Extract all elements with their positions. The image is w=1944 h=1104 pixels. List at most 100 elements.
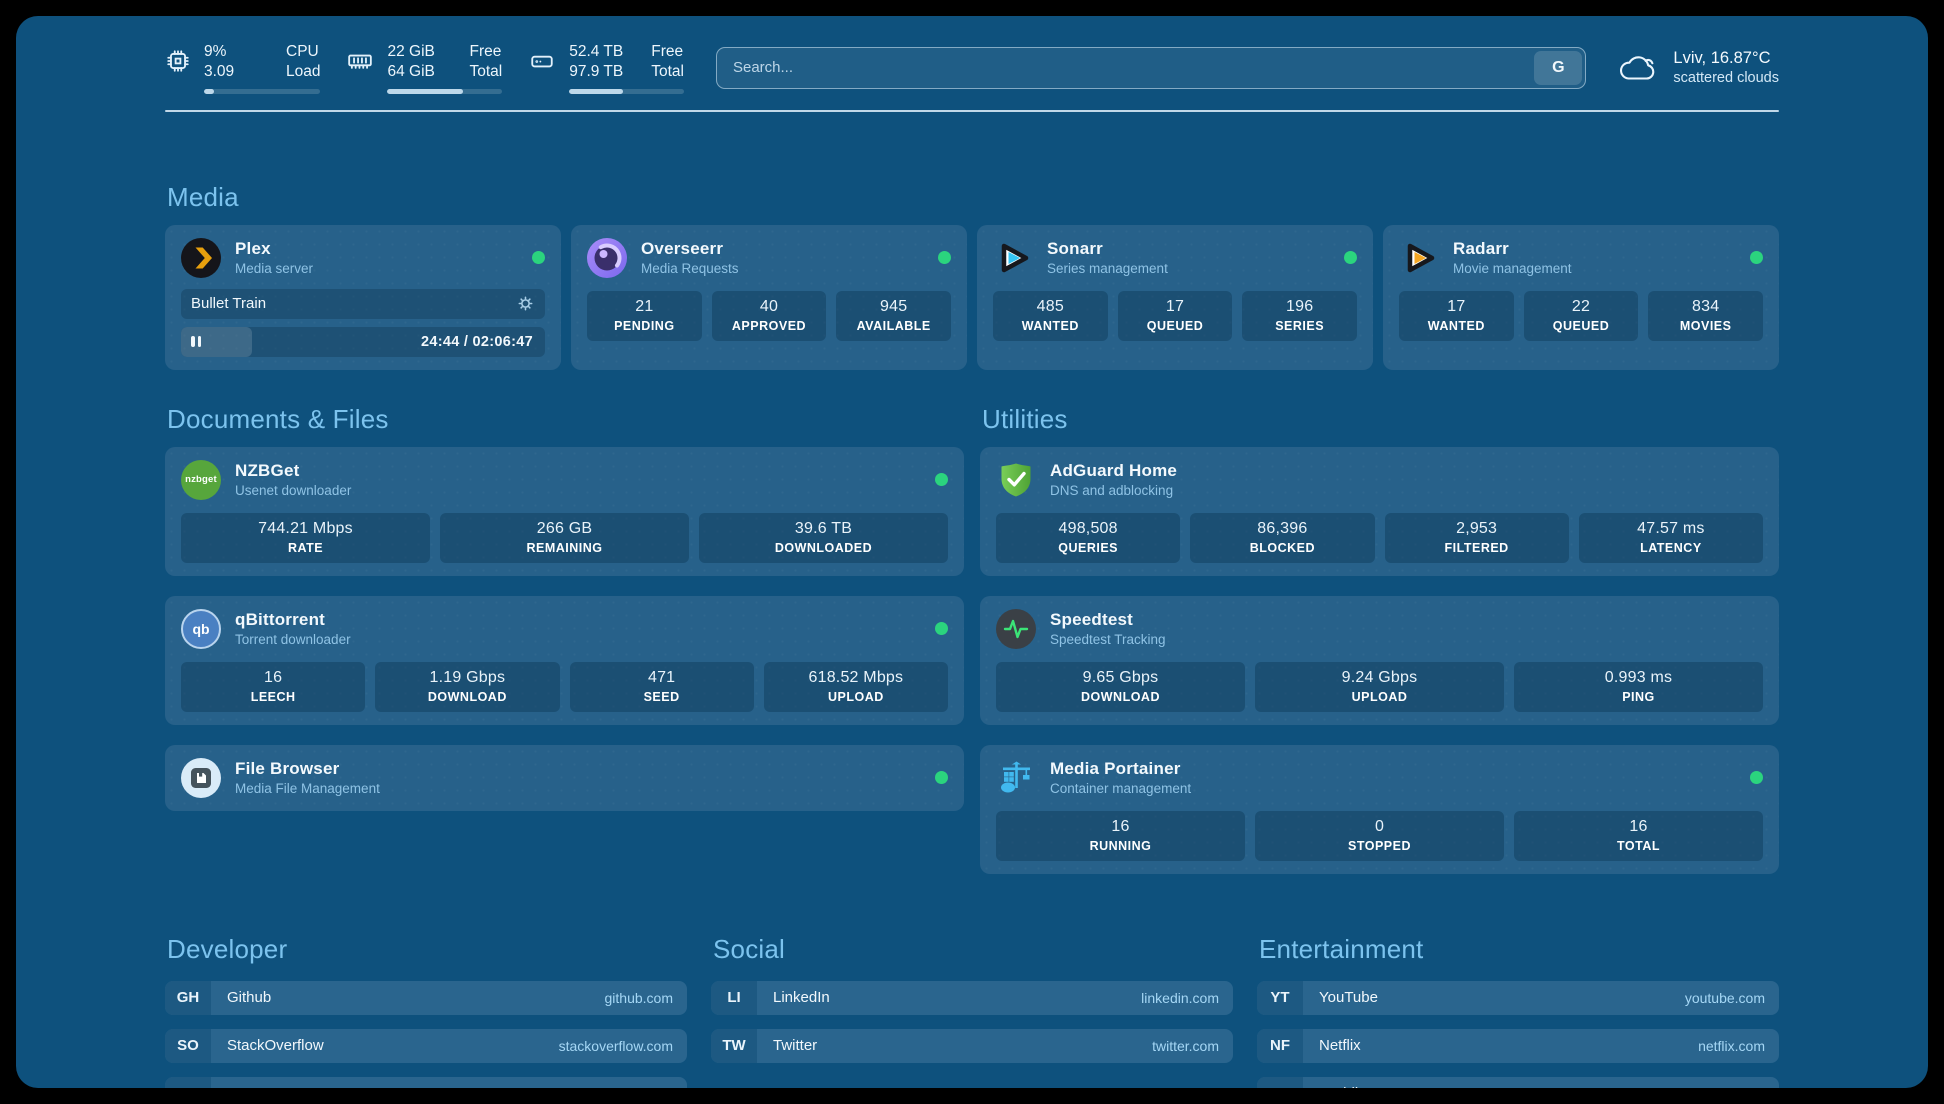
stat-label: RATE — [287, 541, 324, 556]
link-reddit[interactable]: RE Reddit reddit.com — [1257, 1076, 1779, 1088]
card-adguard[interactable]: AdGuard Home DNS and adblocking 498,508 … — [980, 446, 1779, 576]
stat-value: 498,508 — [1058, 520, 1118, 538]
stat-box: 471 SEED — [569, 661, 754, 712]
search-engine-button[interactable]: G — [1534, 50, 1583, 85]
developer-section-title: Developer — [167, 933, 288, 964]
card-plex[interactable]: Plex Media server Bullet Train — [165, 224, 561, 370]
stat-box: 2,953 FILTERED — [1384, 512, 1569, 563]
card-subtitle: Media File Management — [235, 781, 380, 797]
playback-progress[interactable]: 24:44 / 02:06:47 — [181, 326, 545, 357]
card-sonarr[interactable]: Sonarr Series management 485 WANTED 17 Q… — [977, 224, 1373, 370]
card-title: Plex — [235, 239, 271, 259]
link-stackoverflow[interactable]: SO StackOverflow stackoverflow.com — [165, 1028, 687, 1063]
search-input[interactable] — [715, 46, 1587, 89]
link-name: LinkedIn — [773, 989, 830, 1007]
overseerr-icon — [587, 237, 627, 278]
qbittorrent-icon-text: qb — [192, 620, 210, 637]
ram-progress-bar — [387, 88, 503, 94]
card-title: Media Portainer — [1050, 759, 1181, 779]
stat-value: 0 — [1374, 818, 1385, 836]
card-title: qBittorrent — [235, 610, 326, 630]
link-badge: RE — [1257, 1076, 1303, 1088]
stat-value: 47.57 ms — [1637, 520, 1705, 538]
disk-total-value: 97.9 TB — [569, 63, 624, 81]
link-netflix[interactable]: NF Netflix netflix.com — [1257, 1028, 1779, 1063]
card-portainer[interactable]: Media Portainer Container management 16 … — [980, 744, 1779, 874]
speedtest-icon — [996, 608, 1036, 649]
status-dot — [935, 771, 948, 785]
stat-value: 744.21 Mbps — [258, 520, 353, 538]
stat-box: 9.65 Gbps DOWNLOAD — [996, 661, 1245, 712]
stat-label: UPLOAD — [1351, 690, 1408, 705]
sonarr-icon — [993, 238, 1033, 278]
card-qbittorrent[interactable]: qb qBittorrent Torrent downloader 16 LEE… — [165, 595, 964, 725]
stat-box: 945 AVAILABLE — [836, 290, 951, 341]
card-nzbget[interactable]: nzbget NZBGet Usenet downloader 744.21 M… — [165, 446, 964, 576]
utilities-section-title: Utilities — [982, 403, 1068, 434]
card-overseerr[interactable]: Overseerr Media Requests 21 PENDING 40 A… — [571, 224, 967, 370]
section-entertainment: Entertainment YT YouTube youtube.com NF … — [1257, 934, 1779, 1088]
cpu-load-value: 3.09 — [204, 63, 235, 81]
link-badge: SO — [165, 1028, 211, 1063]
link-dev[interactable]: DT DEV dev.to — [165, 1076, 687, 1088]
stat-label: DOWNLOADED — [774, 541, 873, 556]
card-title: Sonarr — [1047, 239, 1103, 259]
filebrowser-icon — [181, 757, 221, 798]
stat-box: 40 APPROVED — [711, 290, 827, 341]
card-filebrowser[interactable]: File Browser Media File Management — [165, 744, 964, 811]
card-radarr[interactable]: Radarr Movie management 17 WANTED 22 QUE… — [1383, 224, 1779, 370]
link-name: Reddit — [1319, 1085, 1362, 1088]
stat-label: TOTAL — [1616, 839, 1660, 854]
card-subtitle: Media Requests — [641, 261, 739, 277]
card-subtitle: Movie management — [1453, 261, 1572, 277]
link-badge: GH — [165, 980, 211, 1015]
now-playing-title: Bullet Train — [191, 295, 267, 313]
card-title: NZBGet — [235, 461, 300, 481]
link-twitter[interactable]: TW Twitter twitter.com — [711, 1028, 1233, 1063]
weather-location-temp: Lviv, 16.87°C — [1673, 49, 1771, 68]
cpu-icon — [165, 48, 191, 74]
stat-box: 17 WANTED — [1399, 290, 1514, 341]
documents-section-title: Documents & Files — [167, 403, 389, 434]
link-youtube[interactable]: YT YouTube youtube.com — [1257, 980, 1779, 1015]
playback-progress-fill — [181, 326, 252, 357]
link-badge: NF — [1257, 1028, 1303, 1063]
status-dot — [935, 473, 948, 487]
stat-value: 9.65 Gbps — [1082, 669, 1159, 687]
stat-label: QUEUED — [1146, 319, 1204, 334]
cpu-progress-fill — [204, 88, 215, 94]
link-name: Twitter — [773, 1037, 818, 1055]
stat-value: 0.993 ms — [1604, 669, 1673, 687]
link-url: stackoverflow.com — [558, 1037, 673, 1054]
ram-stat: 22 GiB 64 GiB Free Total — [346, 42, 503, 94]
portainer-icon — [996, 758, 1036, 798]
stat-value: 40 — [759, 298, 779, 316]
card-title: Speedtest — [1050, 610, 1134, 630]
status-dot — [938, 251, 951, 265]
card-subtitle: Torrent downloader — [235, 632, 351, 648]
stat-box: 21 PENDING — [587, 290, 702, 341]
pause-icon[interactable] — [191, 336, 201, 348]
stat-label: UPLOAD — [827, 690, 884, 705]
gear-icon[interactable] — [516, 294, 535, 313]
link-url: reddit.com — [1700, 1086, 1765, 1088]
stat-label: WANTED — [1427, 319, 1485, 334]
cpu-progress-bar — [204, 88, 321, 94]
stat-value: 834 — [1692, 298, 1720, 316]
disk-free-label: Free — [651, 43, 684, 60]
stat-box: 196 SERIES — [1242, 290, 1357, 341]
stat-label: BLOCKED — [1249, 541, 1316, 556]
link-linkedin[interactable]: LI LinkedIn linkedin.com — [711, 980, 1233, 1015]
link-github[interactable]: GH Github github.com — [165, 980, 687, 1015]
stat-box: 744.21 Mbps RATE — [181, 512, 430, 563]
ram-icon — [346, 48, 374, 74]
card-speedtest[interactable]: Speedtest Speedtest Tracking 9.65 Gbps D… — [980, 595, 1779, 725]
now-playing-row: Bullet Train — [181, 288, 545, 319]
card-subtitle: Container management — [1050, 781, 1192, 797]
link-badge: DT — [165, 1076, 211, 1088]
radarr-icon — [1399, 238, 1439, 278]
link-url: twitter.com — [1152, 1037, 1219, 1054]
ram-progress-fill — [387, 88, 464, 94]
top-bar: 9% 3.09 CPU Load — [165, 42, 1779, 94]
card-subtitle: Speedtest Tracking — [1050, 632, 1166, 648]
